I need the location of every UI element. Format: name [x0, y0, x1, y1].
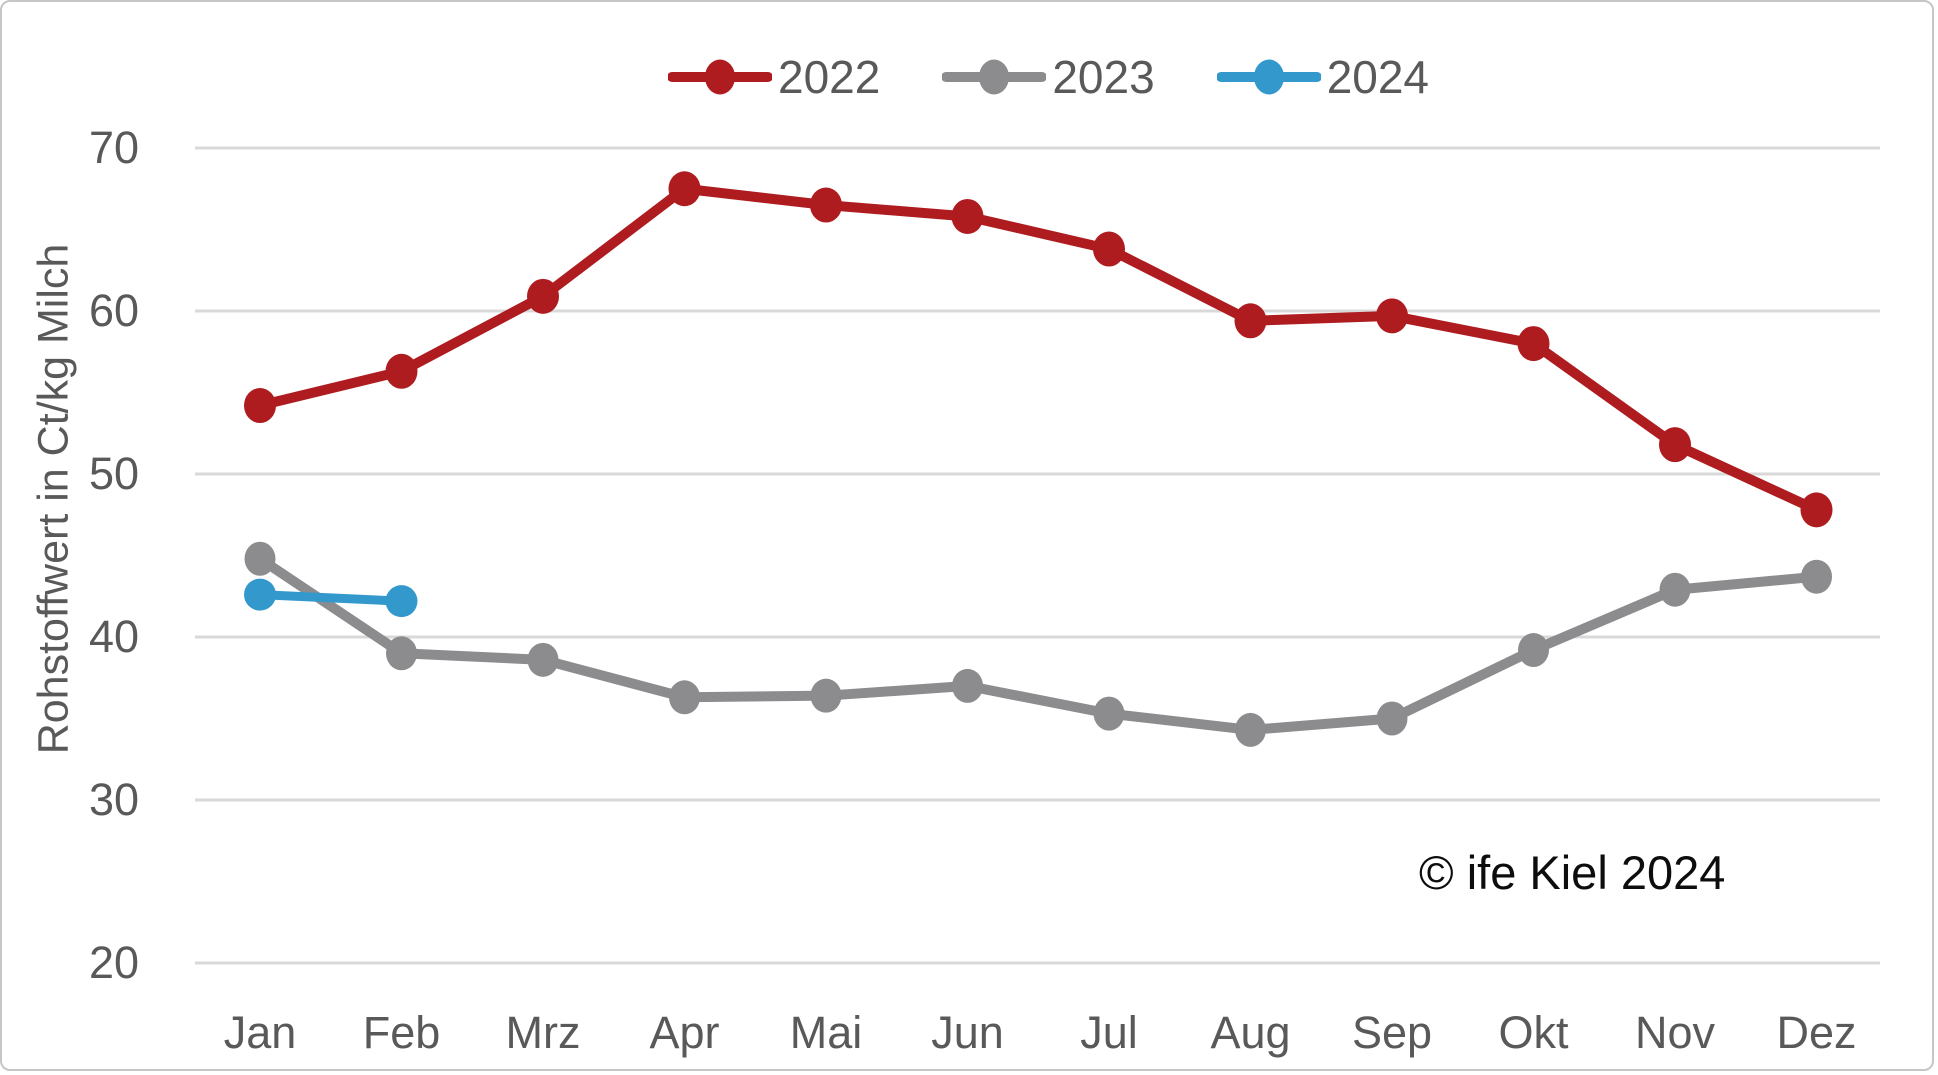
- data-point-2023: [952, 668, 983, 703]
- y-tick-label-70: 70: [88, 122, 139, 173]
- data-point-2024: [244, 578, 276, 611]
- data-point-2022: [527, 278, 559, 314]
- data-point-2022: [1376, 298, 1408, 334]
- data-point-2023: [1801, 559, 1832, 594]
- data-point-2022: [810, 187, 842, 223]
- data-point-2023: [1093, 696, 1125, 731]
- legend-label-2022: 2022: [778, 51, 881, 103]
- data-point-2022: [1517, 326, 1550, 362]
- legend-marker-icon-2024: [1216, 59, 1321, 95]
- x-tick-label-Feb: Feb: [362, 1007, 441, 1058]
- y-tick-label-30: 30: [88, 774, 139, 825]
- x-tick-label-Jul: Jul: [1080, 1007, 1138, 1058]
- data-point-2023: [1235, 712, 1266, 747]
- data-point-2022: [1800, 492, 1833, 528]
- data-point-2023: [244, 541, 276, 576]
- data-point-2024: [385, 585, 418, 618]
- legend-label-2023: 2023: [1052, 51, 1155, 103]
- x-tick-label-Jun: Jun: [931, 1007, 1004, 1058]
- x-tick-label-Jan: Jan: [223, 1007, 297, 1058]
- x-tick-label-Apr: Apr: [649, 1007, 720, 1058]
- legend-marker-icon-2022: [668, 59, 772, 95]
- data-point-2023: [1659, 572, 1691, 607]
- x-tick-label-Mrz: Mrz: [505, 1007, 581, 1058]
- copyright-note: © ife Kiel 2024: [1419, 846, 1726, 899]
- series-line-2023: [255, 553, 1822, 735]
- y-tick-label-50: 50: [88, 448, 139, 499]
- data-point-2023: [1518, 633, 1549, 668]
- data-point-2022: [1093, 231, 1125, 267]
- series-line-2022: [255, 183, 1822, 515]
- y-tick-label-60: 60: [88, 285, 139, 336]
- data-point-2022: [668, 171, 701, 207]
- legend-item-2023: 2023: [942, 50, 1155, 104]
- data-point-2023: [669, 680, 700, 715]
- data-point-2023: [386, 636, 417, 671]
- x-tick-label-Sep: Sep: [1351, 1007, 1433, 1058]
- x-tick-label-Nov: Nov: [1634, 1007, 1716, 1058]
- data-point-2023: [1376, 701, 1408, 736]
- data-point-2022: [1234, 303, 1267, 339]
- series-line-2024: [255, 590, 406, 606]
- x-tick-label-Okt: Okt: [1498, 1007, 1569, 1058]
- data-point-2022: [1659, 427, 1691, 463]
- data-point-2023: [810, 678, 842, 713]
- data-point-2022: [951, 198, 984, 234]
- legend-item-2022: 2022: [668, 50, 880, 104]
- x-tick-label-Dez: Dez: [1776, 1007, 1857, 1058]
- y-tick-label-20: 20: [88, 937, 139, 988]
- legend-marker-icon-2023: [942, 59, 1047, 95]
- y-tick-label-40: 40: [88, 611, 139, 662]
- x-tick-label-Aug: Aug: [1210, 1007, 1291, 1058]
- x-tick-label-Mai: Mai: [789, 1007, 863, 1058]
- data-point-2023: [527, 642, 559, 677]
- chart-legend: 2022 2023 2024: [668, 50, 1429, 104]
- legend-item-2024: 2024: [1216, 50, 1430, 104]
- data-point-2022: [244, 388, 276, 424]
- legend-label-2024: 2024: [1326, 51, 1430, 103]
- data-point-2022: [385, 353, 418, 389]
